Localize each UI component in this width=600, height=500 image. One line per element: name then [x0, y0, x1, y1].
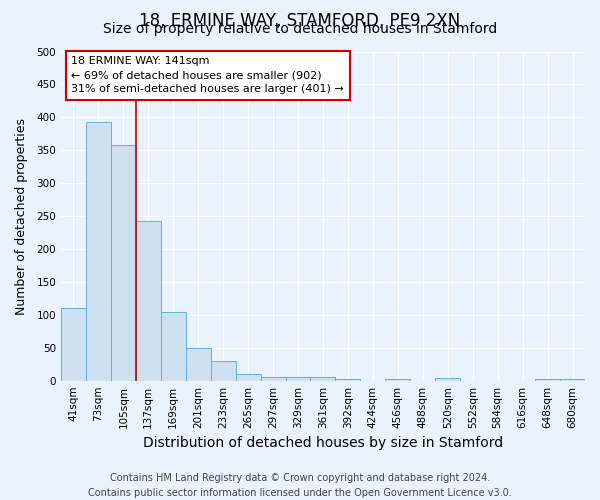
Bar	[161, 312, 186, 380]
Bar	[385, 378, 410, 380]
Bar	[535, 378, 560, 380]
Y-axis label: Number of detached properties: Number of detached properties	[15, 118, 28, 314]
Bar	[111, 145, 136, 380]
Bar	[435, 378, 460, 380]
Text: 18 ERMINE WAY: 141sqm
← 69% of detached houses are smaller (902)
31% of semi-det: 18 ERMINE WAY: 141sqm ← 69% of detached …	[71, 56, 344, 94]
Bar	[310, 376, 335, 380]
Text: Contains HM Land Registry data © Crown copyright and database right 2024.
Contai: Contains HM Land Registry data © Crown c…	[88, 472, 512, 498]
Bar	[560, 378, 585, 380]
Text: 18, ERMINE WAY, STAMFORD, PE9 2XN: 18, ERMINE WAY, STAMFORD, PE9 2XN	[139, 12, 461, 30]
Bar	[61, 308, 86, 380]
Bar	[136, 222, 161, 380]
Bar	[286, 376, 310, 380]
Text: Size of property relative to detached houses in Stamford: Size of property relative to detached ho…	[103, 22, 497, 36]
Bar	[335, 378, 361, 380]
Bar	[186, 348, 211, 380]
Bar	[260, 378, 286, 380]
X-axis label: Distribution of detached houses by size in Stamford: Distribution of detached houses by size …	[143, 436, 503, 450]
Bar	[236, 374, 260, 380]
Bar	[211, 361, 236, 380]
Bar	[86, 122, 111, 380]
